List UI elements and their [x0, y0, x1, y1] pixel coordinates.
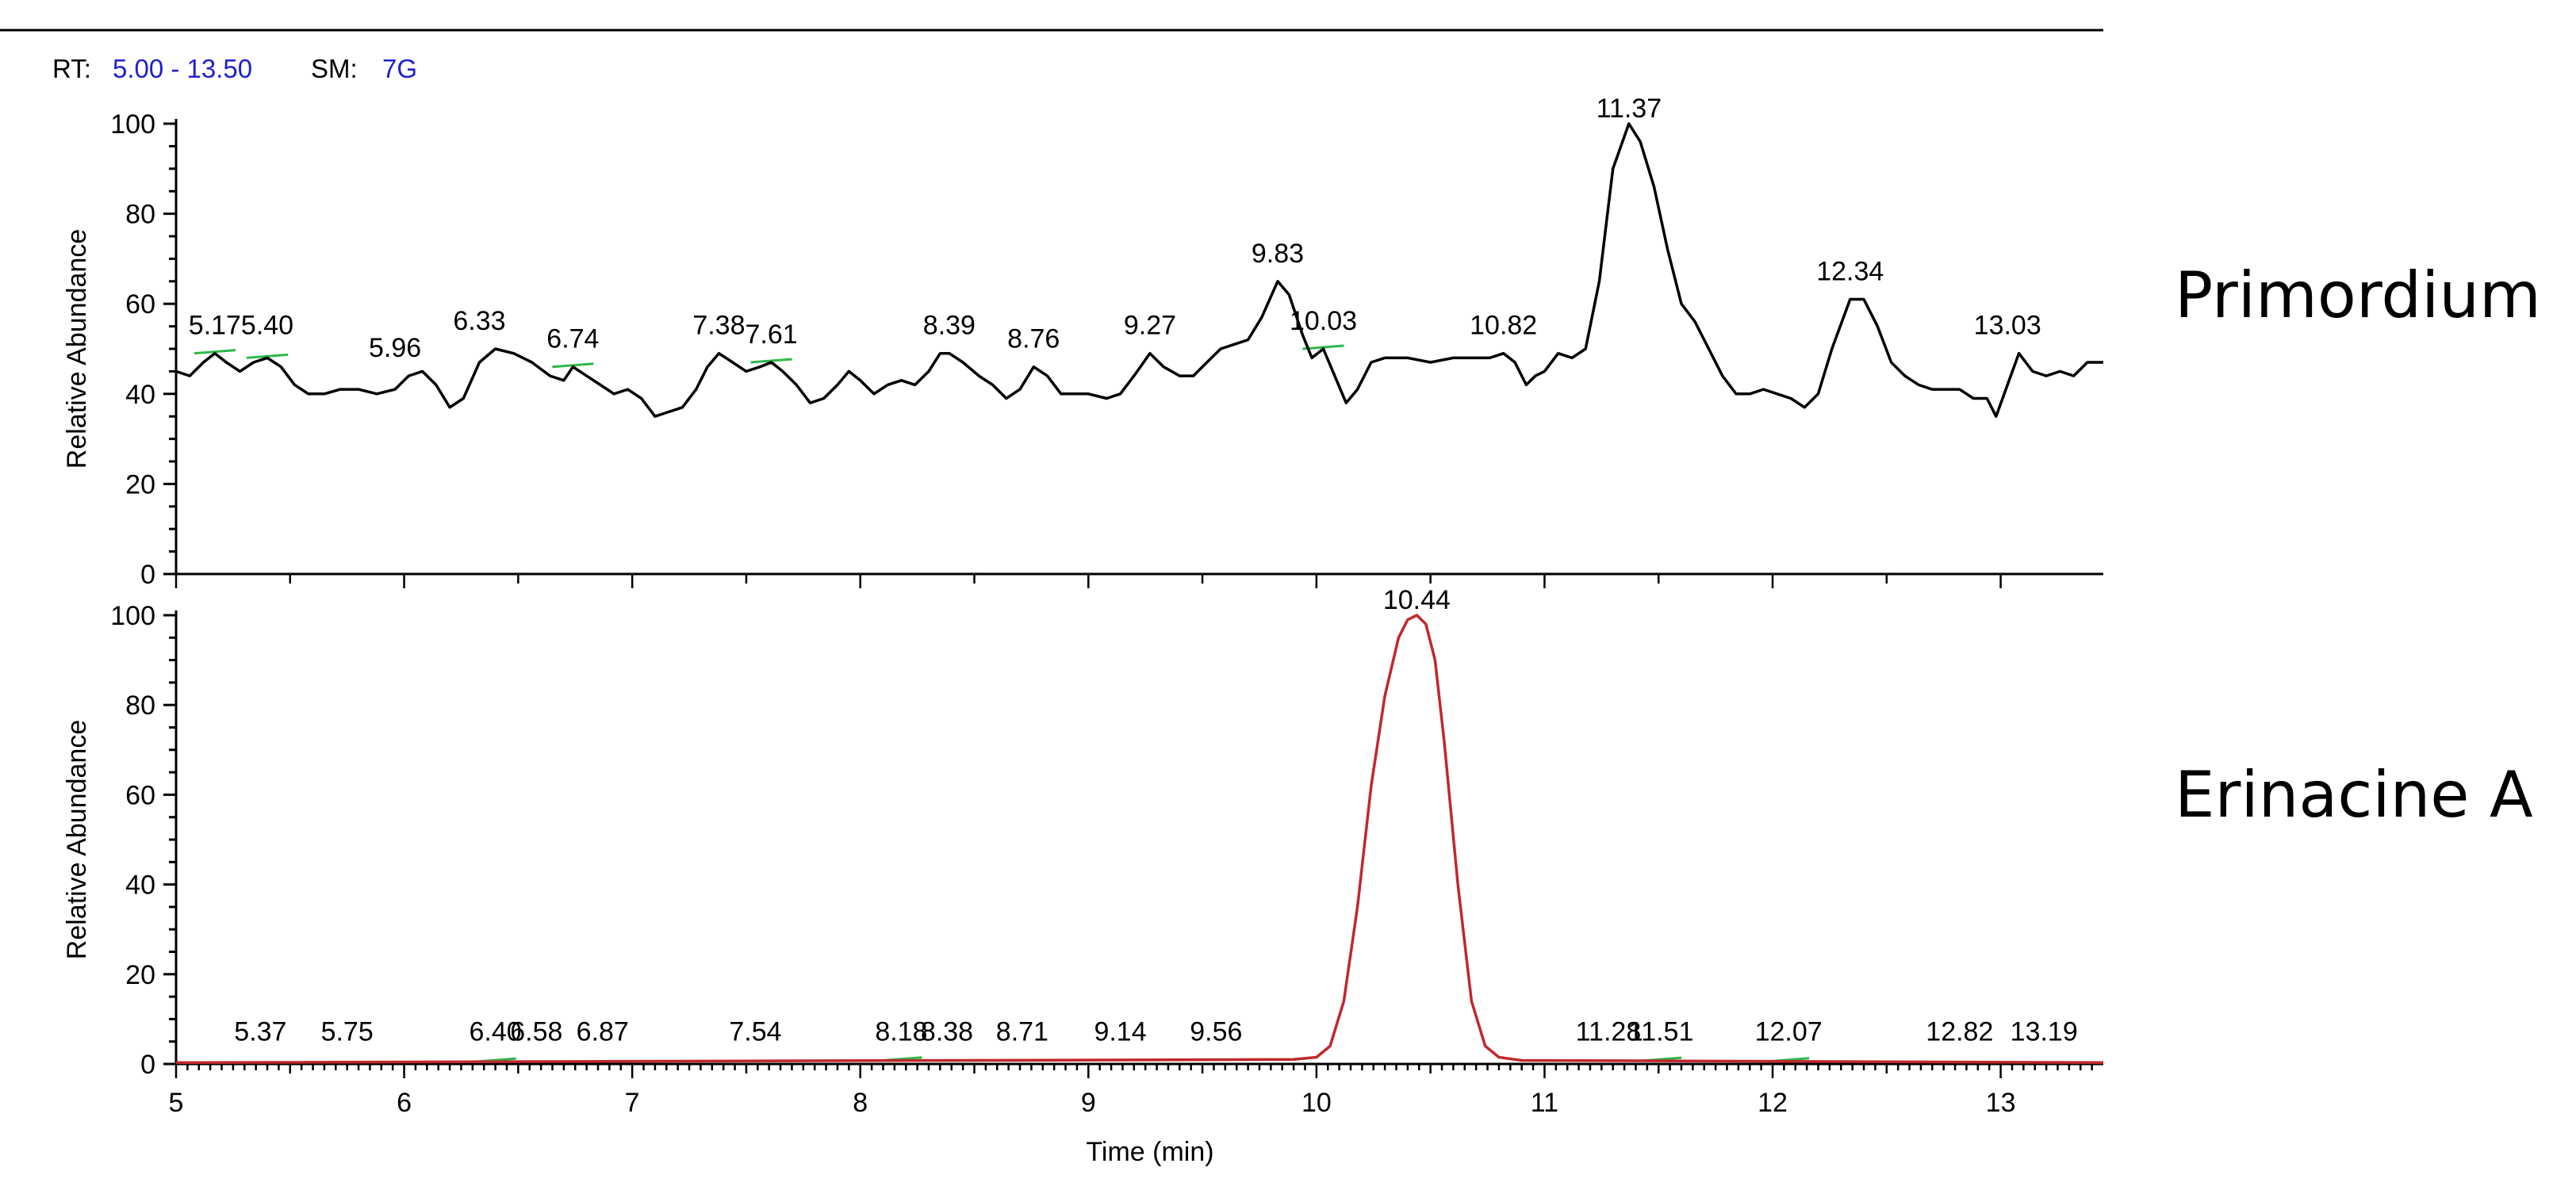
peak-marker — [750, 358, 792, 364]
peak-label: 13.03 — [1974, 311, 2041, 341]
peak-label: 12.07 — [1755, 1016, 1823, 1047]
x-tick-label: 10 — [1301, 1088, 1332, 1118]
x-tick-label: 6 — [397, 1088, 412, 1118]
y-tick-label: 0 — [140, 560, 155, 590]
peak-label: 5.37 — [234, 1016, 286, 1047]
y-tick-label: 40 — [125, 871, 155, 901]
peak-label: 11.28 — [1576, 1016, 1642, 1047]
peak-label: 6.40 — [470, 1016, 522, 1047]
peak-label: 8.38 — [921, 1016, 973, 1047]
x-tick-label: 11 — [1531, 1088, 1558, 1118]
y-axis-title: Relative Abundance — [62, 229, 92, 469]
erinacine-panel: 0 20 40 60 80 100 Relative Abundance 5 6 7 8 9 10 11 1… — [62, 585, 2104, 1118]
series-line — [175, 122, 2103, 418]
y-tick-label: 100 — [110, 601, 155, 631]
x-axis-title: Time (min) — [1086, 1137, 1213, 1167]
peak-label: 5.17 — [189, 311, 241, 341]
sm-value: 7G — [382, 54, 417, 83]
x-tick-label: 12 — [1758, 1088, 1788, 1118]
peak-label: 11.37 — [1597, 94, 1662, 124]
peak-label: 12.34 — [1816, 257, 1884, 287]
peak-label: 9.14 — [1094, 1016, 1146, 1047]
erinacine-label: Erinacine A — [2175, 758, 2533, 832]
peak-label: 6.74 — [546, 324, 599, 354]
peak-label: 7.38 — [692, 311, 745, 341]
y-tick-label: 20 — [125, 469, 155, 499]
y-tick-label: 80 — [125, 691, 155, 721]
y-tick-label: 80 — [125, 200, 155, 230]
peak-label: 11.51 — [1628, 1016, 1694, 1047]
peak-label: 8.18 — [875, 1016, 927, 1047]
primordium-label: Primordium — [2175, 258, 2541, 332]
peak-label: 9.56 — [1190, 1016, 1242, 1047]
x-tick-label: 7 — [625, 1088, 640, 1118]
rt-value: 5.00 - 13.50 — [113, 54, 252, 83]
peak-label: 6.87 — [577, 1016, 629, 1047]
peak-marker — [552, 362, 594, 369]
primordium-panel: 0 20 40 60 80 100 Relative Abundance 5.17 5.40 5.… — [62, 94, 2103, 590]
peak-label: 10.82 — [1470, 311, 1537, 341]
x-tick-label: 5 — [169, 1088, 184, 1118]
y-tick-label: 0 — [140, 1050, 155, 1080]
rt-label: RT: — [52, 54, 91, 83]
peak-label: 6.58 — [510, 1016, 562, 1047]
peak-label: 7.54 — [729, 1016, 781, 1047]
y-axis-title: Relative Abundance — [62, 720, 92, 959]
y-tick-label: 60 — [125, 780, 155, 810]
peak-label: 8.39 — [923, 311, 976, 341]
peak-marker — [1302, 344, 1344, 350]
peak-label: 7.61 — [745, 320, 797, 350]
peak-label: 10.44 — [1383, 585, 1451, 615]
peak-marker — [194, 349, 236, 355]
peak-label: 5.96 — [369, 333, 421, 363]
sm-label: SM: — [311, 54, 358, 83]
y-tick-label: 100 — [110, 109, 155, 140]
peak-label: 10.03 — [1290, 306, 1357, 336]
peak-label: 13.19 — [2011, 1016, 2078, 1047]
y-tick-label: 60 — [125, 289, 155, 320]
peak-label: 12.82 — [1926, 1016, 1993, 1047]
peak-label: 8.71 — [996, 1016, 1048, 1047]
peak-label: 5.40 — [241, 311, 293, 341]
x-tick-label: 13 — [1986, 1088, 2016, 1118]
peak-label: 9.83 — [1252, 239, 1304, 269]
peak-label: 5.75 — [321, 1016, 374, 1047]
y-tick-label: 20 — [125, 960, 155, 990]
peak-marker — [246, 353, 289, 359]
peak-label: 6.33 — [453, 306, 505, 336]
peak-label: 8.76 — [1007, 324, 1060, 354]
x-tick-label: 8 — [853, 1088, 868, 1118]
peak-label: 9.27 — [1124, 311, 1176, 341]
series-line — [175, 614, 2104, 1065]
x-tick-label: 9 — [1081, 1088, 1096, 1118]
y-tick-label: 40 — [125, 380, 155, 410]
